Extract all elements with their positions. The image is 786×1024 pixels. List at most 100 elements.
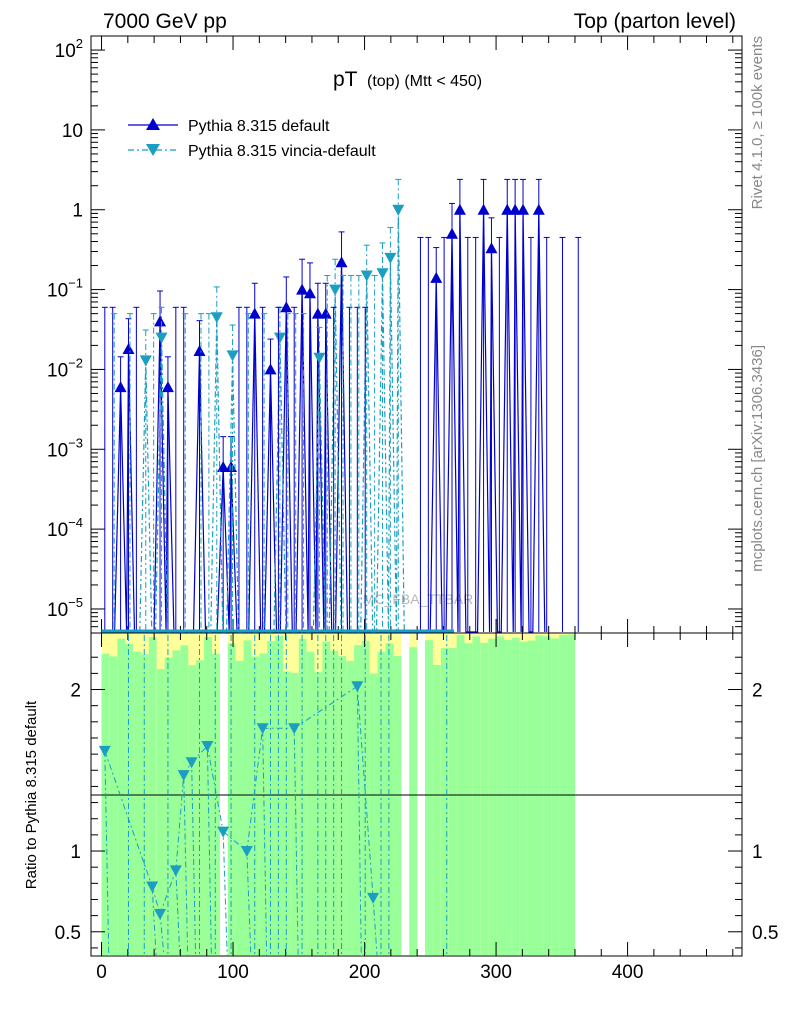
ratio-point xyxy=(146,881,159,893)
band-green xyxy=(275,636,284,955)
data-point xyxy=(193,345,206,357)
band-green xyxy=(133,651,141,955)
ratio-point xyxy=(367,892,380,904)
band-green xyxy=(551,638,560,955)
band-green xyxy=(109,656,118,955)
x-tick-label: 100 xyxy=(217,962,249,983)
axes: 0 100 200 300 400 102 10 1 10−1 10−2 10−3 10−4 10−5 0… xyxy=(47,36,778,983)
y-tick-label: 10−4 xyxy=(47,515,83,541)
band-green xyxy=(125,643,134,955)
data-point xyxy=(273,332,286,344)
data-point xyxy=(122,343,135,355)
band-green xyxy=(101,653,110,955)
ratio-point xyxy=(154,909,167,921)
band-green xyxy=(306,651,315,955)
band-green xyxy=(511,638,520,955)
data-point xyxy=(225,460,238,472)
band-green xyxy=(298,638,307,955)
band-green xyxy=(377,651,386,955)
header-left: 7000 GeV pp xyxy=(103,10,227,33)
data-point xyxy=(430,271,443,283)
band-green xyxy=(519,641,528,955)
ratio-ylabel: Ratio to Pythia 8.315 default xyxy=(23,700,40,889)
band-green xyxy=(290,672,299,955)
band-green xyxy=(196,660,205,955)
empty-bin-errors xyxy=(101,236,582,633)
band-green xyxy=(440,648,449,955)
band-green xyxy=(369,673,378,955)
band-green xyxy=(164,657,173,955)
y-tick-label: 10−5 xyxy=(47,595,83,621)
band-green xyxy=(211,653,220,955)
data-point xyxy=(264,363,277,375)
ratio-point xyxy=(185,757,198,769)
band-green xyxy=(251,656,260,955)
band-green xyxy=(346,660,355,955)
data-point xyxy=(446,227,459,239)
band-green xyxy=(393,655,402,955)
data-point xyxy=(139,355,152,367)
header-right: Top (parton level) xyxy=(574,10,736,33)
band-green xyxy=(448,648,457,955)
data-point xyxy=(329,284,342,296)
y-tick-label: 102 xyxy=(55,36,83,62)
y-tick-label: 1 xyxy=(72,201,83,222)
data-point xyxy=(376,268,389,280)
data-point xyxy=(392,204,405,216)
series-line xyxy=(113,209,546,633)
legend-label-vincia: Pythia 8.315 vincia-default xyxy=(188,143,376,160)
data-point xyxy=(311,307,324,319)
band-green xyxy=(322,641,331,955)
ratio-tick-label: 2 xyxy=(70,681,81,702)
data-point xyxy=(155,332,168,344)
ratio-point xyxy=(177,770,190,782)
data-point xyxy=(517,203,530,215)
x-tick-label: 300 xyxy=(480,962,512,983)
data-point xyxy=(509,203,522,215)
ratio-point xyxy=(256,723,269,735)
series-default xyxy=(113,178,546,633)
ratio-tick-label-right: 0.5 xyxy=(752,923,778,944)
band-green xyxy=(235,660,244,955)
ratio-point xyxy=(288,723,301,735)
data-point xyxy=(217,460,230,472)
ratio-series xyxy=(98,635,448,957)
band-green xyxy=(243,640,252,955)
band-green xyxy=(188,665,197,955)
watermark: MC_FBA_TTBAR xyxy=(363,591,473,607)
band-green xyxy=(140,654,149,955)
ratio-point xyxy=(169,865,182,877)
band-green xyxy=(172,650,181,955)
data-point xyxy=(296,283,309,295)
band-green xyxy=(480,642,489,955)
band-green xyxy=(117,638,126,955)
data-point xyxy=(485,242,498,254)
band-green xyxy=(425,640,433,955)
band-green xyxy=(156,669,165,955)
series-vincia xyxy=(139,178,405,633)
data-point xyxy=(532,203,545,215)
legend-marker-default xyxy=(146,118,160,130)
band-green xyxy=(354,645,362,955)
band-green xyxy=(409,647,418,955)
band-green xyxy=(148,637,157,955)
band-green xyxy=(464,643,473,955)
band-green xyxy=(496,636,504,955)
ratio-point xyxy=(351,681,364,693)
data-point xyxy=(360,270,373,282)
legend-label-default: Pythia 8.315 default xyxy=(188,118,330,135)
data-point xyxy=(280,301,293,313)
plot-title-sub: (top) (Mtt < 450) xyxy=(367,73,482,90)
band-green xyxy=(527,640,536,955)
data-point xyxy=(384,252,397,264)
band-green xyxy=(330,650,339,955)
data-point xyxy=(319,307,332,319)
band-green xyxy=(503,640,512,955)
band-green xyxy=(180,645,189,955)
band-green xyxy=(314,672,323,955)
band-green xyxy=(267,641,276,955)
y-tick-label: 10−3 xyxy=(47,435,83,461)
legend-marker-vincia xyxy=(146,144,160,156)
y-tick-label: 10 xyxy=(62,121,83,142)
